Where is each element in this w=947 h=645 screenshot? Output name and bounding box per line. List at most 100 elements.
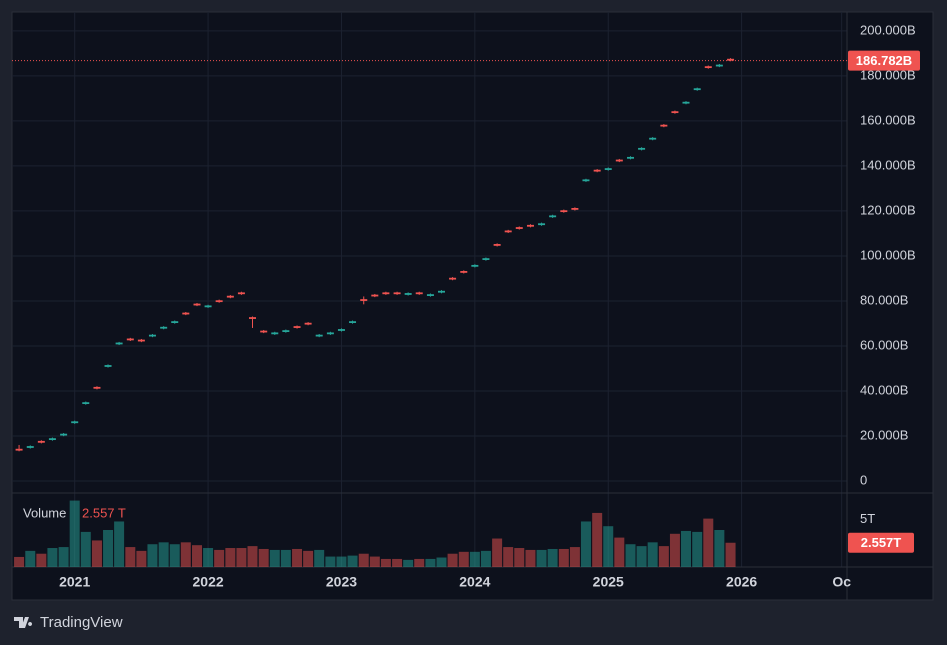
candle-body [371, 294, 379, 297]
candle-body [48, 438, 56, 441]
candle-body [271, 332, 279, 335]
volume-bar [36, 553, 47, 567]
volume-bar [525, 549, 536, 567]
candle-body [493, 244, 501, 246]
volume-bar [136, 550, 147, 567]
candle-body [360, 299, 368, 301]
candle-body [326, 332, 334, 335]
x-tick-label: 2025 [593, 574, 624, 590]
candle-body [404, 293, 412, 295]
volume-bar [492, 538, 503, 567]
volume-bar [603, 526, 614, 567]
candle-body [449, 277, 457, 280]
volume-bar [414, 558, 425, 567]
volume-bar [447, 553, 458, 567]
volume-bar [236, 548, 247, 567]
candle-body [393, 292, 401, 295]
volume-bar [425, 558, 436, 567]
candle-body [215, 300, 223, 303]
candle-body [560, 210, 568, 213]
volume-bar [569, 547, 580, 567]
volume-bar [69, 500, 80, 567]
volume-bar [14, 556, 25, 567]
candle-body [15, 448, 23, 451]
candle-body [704, 66, 712, 69]
candle-body [549, 215, 557, 218]
candle-body [693, 88, 701, 91]
candle-body [337, 329, 345, 331]
y-tick-label: 80.000B [860, 292, 908, 307]
candle-body [593, 169, 601, 172]
candle-body [538, 223, 546, 226]
candle-body [460, 271, 468, 273]
volume-bar [180, 542, 191, 567]
y-tick-label: 180.000B [860, 67, 916, 82]
candle-body [649, 137, 657, 140]
candle-body [627, 156, 635, 159]
volume-bar [380, 558, 391, 567]
volume-bar [25, 550, 36, 567]
volume-bar [347, 555, 358, 567]
last-price-box [848, 50, 920, 71]
volume-bar [247, 546, 258, 567]
x-tick-label: Oc [832, 574, 851, 590]
volume-bar [169, 544, 180, 567]
volume-bar [614, 537, 625, 567]
volume-bar [592, 512, 603, 567]
volume-bar [692, 531, 703, 567]
candle-body [438, 290, 446, 293]
logo-icon [14, 617, 33, 628]
volume-bar [292, 548, 303, 567]
candle-body [248, 317, 256, 319]
volume-bar [536, 549, 547, 567]
volume-bar [103, 530, 114, 567]
candle-body [115, 342, 123, 345]
candle-body [171, 321, 179, 323]
candle-body [160, 326, 168, 329]
candle-body [204, 305, 212, 308]
volume-bar [558, 548, 569, 567]
volume-bar [358, 553, 369, 567]
candle-body [582, 179, 590, 182]
volume-bar [147, 544, 158, 567]
candle-body [515, 227, 523, 229]
volume-bar [225, 548, 236, 567]
volume-bar [47, 548, 58, 567]
volume-bar [158, 542, 169, 567]
candle-body [60, 433, 68, 436]
candle-body [182, 312, 190, 315]
x-tick-label: 2023 [326, 574, 357, 590]
candle-body [415, 292, 423, 295]
x-tick-label: 2022 [193, 574, 224, 590]
volume-bar [314, 549, 325, 567]
candle-body [638, 147, 646, 150]
last-volume-box [848, 532, 914, 553]
x-tick-label: 2021 [59, 574, 90, 590]
logo[interactable]: TradingView [14, 614, 123, 631]
volume-bar [714, 530, 725, 567]
candle-body [26, 446, 34, 448]
brand-name: TradingView [40, 614, 123, 631]
volume-bar [625, 544, 636, 567]
volume-bar [280, 549, 291, 567]
candle-body [382, 292, 390, 295]
candle-body [93, 386, 101, 389]
volume-bar [436, 557, 447, 567]
volume-bar [658, 546, 669, 567]
y-tick-label: 100.000B [860, 247, 916, 262]
candle-body [71, 421, 79, 424]
volume-bar [458, 551, 469, 567]
volume-bar [369, 556, 380, 567]
candle-body [315, 334, 323, 337]
grid [12, 12, 847, 567]
volume-bar [669, 533, 680, 567]
volume-bar [269, 549, 280, 567]
volume-bar [514, 548, 525, 567]
y-tick-label: 200.000B [860, 22, 916, 37]
volume-bar [547, 548, 558, 567]
candle-body [604, 168, 612, 170]
candle-body [715, 64, 723, 67]
volume-bar [469, 551, 480, 567]
